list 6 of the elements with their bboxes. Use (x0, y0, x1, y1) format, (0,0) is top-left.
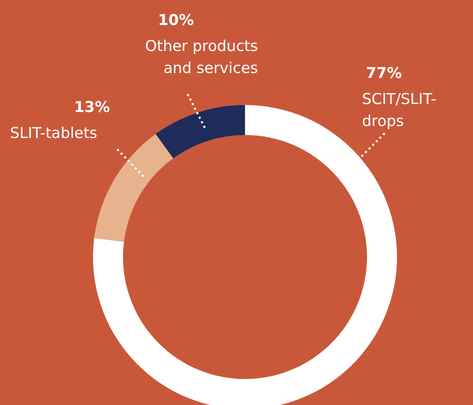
data-label: 77% (366, 64, 402, 82)
slice-label: Other products and services (145, 37, 258, 77)
data-label: 13% (74, 98, 110, 116)
data-label: 10% (158, 11, 194, 29)
slice-label: SCIT/SLIT-drops (362, 90, 436, 130)
slice-label: SLIT-tablets (10, 124, 98, 142)
